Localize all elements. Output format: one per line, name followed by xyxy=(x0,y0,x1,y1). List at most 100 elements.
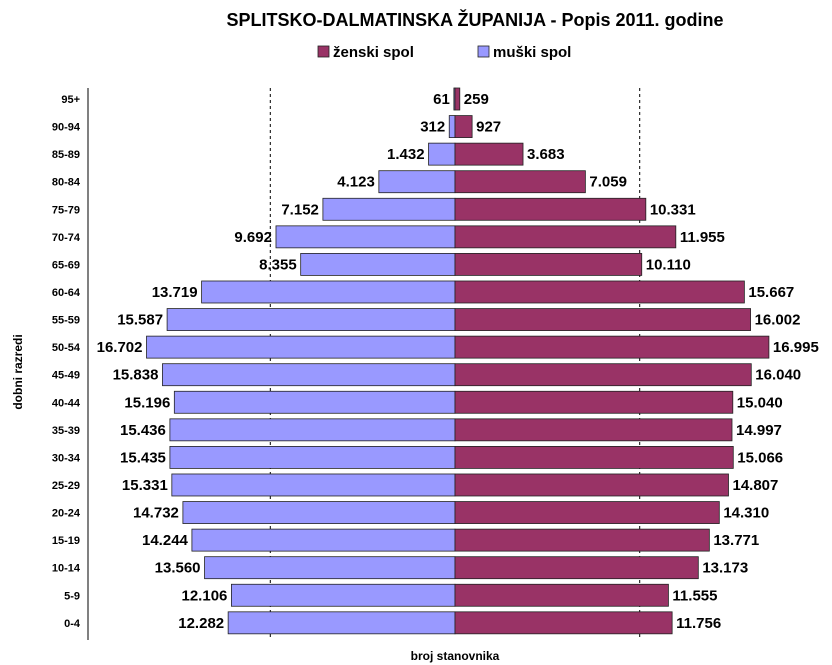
value-label-female-55-59: 16.002 xyxy=(755,312,801,329)
value-label-male-80-84: 4.123 xyxy=(337,174,375,191)
value-label-male-30-34: 15.435 xyxy=(120,449,166,466)
bar-male-70-74 xyxy=(275,225,456,249)
legend-label-female: ženski spol xyxy=(333,44,414,61)
category-label-65-69: 65-69 xyxy=(52,259,80,271)
value-label-female-60-64: 15.667 xyxy=(748,284,794,301)
value-label-male-70-74: 9.692 xyxy=(234,229,272,246)
y-axis-title: dobni razredi xyxy=(11,334,25,409)
bar-male-45-49 xyxy=(162,363,456,387)
value-label-female-65-69: 10.110 xyxy=(646,256,691,273)
category-label-15-19: 15-19 xyxy=(52,535,80,547)
bar-male-35-39 xyxy=(169,418,456,442)
legend-swatch-male xyxy=(477,45,490,58)
category-label-95+: 95+ xyxy=(61,94,80,106)
bar-female-5-9 xyxy=(454,583,669,607)
bar-male-40-44 xyxy=(173,390,456,414)
value-label-female-10-14: 13.173 xyxy=(702,560,748,577)
bars xyxy=(146,87,770,635)
value-label-female-0-4: 11.756 xyxy=(676,615,721,632)
bar-female-10-14 xyxy=(454,556,699,580)
legend-label-male: muški spol xyxy=(493,44,571,61)
category-label-30-34: 30-34 xyxy=(52,452,81,464)
value-label-female-15-19: 13.771 xyxy=(713,532,759,549)
value-label-male-95+: 61 xyxy=(433,91,450,108)
bar-male-20-24 xyxy=(182,501,456,524)
value-label-male-55-59: 15.587 xyxy=(117,312,163,329)
bar-female-90-94 xyxy=(454,115,473,138)
value-label-male-75-79: 7.152 xyxy=(281,201,319,218)
bar-female-80-84 xyxy=(454,170,586,194)
value-label-male-65-69: 8.355 xyxy=(259,256,297,273)
value-label-female-80-84: 7.059 xyxy=(589,174,627,191)
legend: ženski spol muški spol xyxy=(317,44,571,61)
value-label-male-50-54: 16.702 xyxy=(97,339,143,356)
value-label-female-85-89: 3.683 xyxy=(527,146,565,163)
value-label-male-35-39: 15.436 xyxy=(120,422,166,439)
value-label-female-95+: 259 xyxy=(464,91,489,108)
value-label-male-60-64: 13.719 xyxy=(152,284,198,301)
value-label-female-75-79: 10.331 xyxy=(650,201,696,218)
category-label-85-89: 85-89 xyxy=(52,149,80,161)
value-label-female-35-39: 14.997 xyxy=(736,422,782,439)
value-label-male-0-4: 12.282 xyxy=(178,615,224,632)
bar-female-95+ xyxy=(454,87,461,111)
category-label-70-74: 70-74 xyxy=(52,232,81,244)
category-label-90-94: 90-94 xyxy=(52,122,81,134)
value-label-female-20-24: 14.310 xyxy=(723,505,769,522)
category-label-25-29: 25-29 xyxy=(52,480,80,492)
value-label-female-5-9: 11.555 xyxy=(672,587,717,604)
bar-male-50-54 xyxy=(146,335,456,359)
bar-female-45-49 xyxy=(454,363,752,387)
bar-female-75-79 xyxy=(454,197,647,221)
bar-female-30-34 xyxy=(454,446,734,469)
bar-male-85-89 xyxy=(428,142,456,166)
value-label-female-45-49: 16.040 xyxy=(755,367,801,384)
value-label-female-90-94: 927 xyxy=(476,119,501,136)
bar-female-60-64 xyxy=(454,280,745,304)
category-label-35-39: 35-39 xyxy=(52,425,80,437)
bar-male-90-94 xyxy=(448,115,456,138)
value-label-female-40-44: 15.040 xyxy=(737,394,783,411)
bar-male-60-64 xyxy=(201,280,456,304)
bar-female-25-29 xyxy=(454,473,729,497)
bar-male-75-79 xyxy=(322,197,456,221)
bar-female-20-24 xyxy=(454,501,720,524)
category-label-75-79: 75-79 xyxy=(52,204,80,216)
bar-male-15-19 xyxy=(191,528,456,552)
category-labels: 95+ 90-94 85-89 80-84 75-79 70-74 65-69 60-64 55… xyxy=(52,94,81,630)
bar-female-85-89 xyxy=(454,142,524,166)
category-label-55-59: 55-59 xyxy=(52,315,80,327)
category-label-10-14: 10-14 xyxy=(52,563,81,575)
value-label-male-15-19: 14.244 xyxy=(142,532,189,549)
value-label-female-70-74: 11.955 xyxy=(680,229,725,246)
category-label-0-4: 0-4 xyxy=(64,618,81,630)
bar-male-65-69 xyxy=(300,253,456,276)
bar-male-80-84 xyxy=(378,170,456,194)
bar-female-70-74 xyxy=(454,225,677,249)
category-label-80-84: 80-84 xyxy=(52,177,81,189)
value-label-male-45-49: 15.838 xyxy=(113,367,159,384)
legend-swatch-female xyxy=(317,45,330,58)
value-label-male-40-44: 15.196 xyxy=(124,394,170,411)
category-label-60-64: 60-64 xyxy=(52,287,81,299)
bar-male-30-34 xyxy=(169,446,456,469)
category-label-50-54: 50-54 xyxy=(52,342,81,354)
bar-male-0-4 xyxy=(227,611,456,635)
bar-male-55-59 xyxy=(166,308,456,331)
bar-male-25-29 xyxy=(171,473,456,497)
bar-female-55-59 xyxy=(454,308,751,331)
bar-female-35-39 xyxy=(454,418,733,442)
value-label-male-5-9: 12.106 xyxy=(182,587,228,604)
category-label-20-24: 20-24 xyxy=(52,508,81,520)
bar-female-65-69 xyxy=(454,253,643,276)
value-label-female-25-29: 14.807 xyxy=(732,477,778,494)
value-label-male-25-29: 15.331 xyxy=(122,477,168,494)
value-label-male-85-89: 1.432 xyxy=(387,146,425,163)
value-label-female-50-54: 16.995 xyxy=(773,339,819,356)
chart-title: SPLITSKO-DALMATINSKA ŽUPANIJA - Popis 20… xyxy=(226,9,723,30)
category-label-45-49: 45-49 xyxy=(52,370,80,382)
bar-female-0-4 xyxy=(454,611,673,635)
bar-male-5-9 xyxy=(230,583,456,607)
value-labels: 61 259 312 927 1.432 3.683 4.123 7.059 7.152 10.3… xyxy=(97,91,819,632)
